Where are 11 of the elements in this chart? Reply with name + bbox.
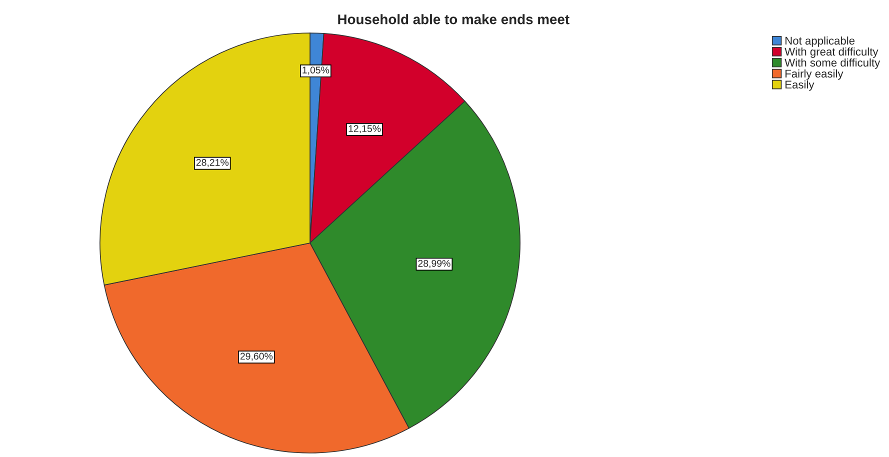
data-label: 1,05% <box>302 66 330 75</box>
data-label: 28,99% <box>418 260 450 268</box>
legend-label: Not applicable <box>786 36 855 47</box>
data-label: 12,15% <box>348 125 381 134</box>
legend-label: Fairly easily <box>786 69 844 80</box>
data-label: 28,21% <box>196 159 229 168</box>
legend-label: With great difficulty <box>784 47 878 58</box>
data-label: 29,60% <box>240 352 273 361</box>
legend-label: With some difficulty <box>784 58 880 69</box>
legend-label: Easily <box>786 80 814 91</box>
chart-title: Household able to make ends meet <box>338 14 570 24</box>
